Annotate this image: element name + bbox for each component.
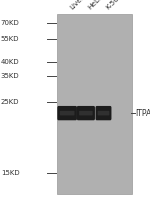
- Text: HeLa: HeLa: [86, 0, 104, 11]
- FancyBboxPatch shape: [98, 111, 109, 115]
- Text: 55KD: 55KD: [1, 36, 19, 42]
- FancyBboxPatch shape: [57, 106, 77, 120]
- Text: ITPA: ITPA: [136, 109, 150, 118]
- Bar: [57, 14, 132, 194]
- Text: 25KD: 25KD: [1, 99, 19, 105]
- FancyBboxPatch shape: [60, 111, 75, 115]
- FancyBboxPatch shape: [77, 106, 95, 120]
- FancyBboxPatch shape: [96, 106, 111, 120]
- Text: 15KD: 15KD: [1, 170, 19, 176]
- FancyBboxPatch shape: [79, 111, 93, 115]
- Text: Liver: Liver: [68, 0, 85, 11]
- Text: K-562: K-562: [104, 0, 123, 11]
- Text: 40KD: 40KD: [1, 59, 19, 65]
- Text: 35KD: 35KD: [1, 73, 19, 79]
- Text: 70KD: 70KD: [1, 20, 20, 26]
